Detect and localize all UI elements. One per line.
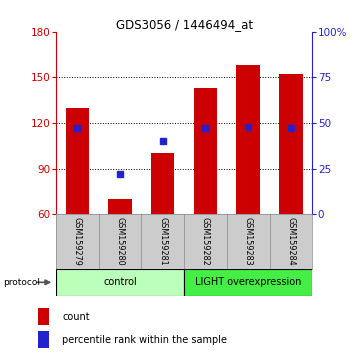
Text: GSM159279: GSM159279 [73, 217, 82, 266]
Bar [38, 308, 49, 325]
Bar [279, 74, 303, 214]
Text: GSM159281: GSM159281 [158, 217, 167, 266]
Text: protocol: protocol [4, 278, 40, 287]
Text: control: control [103, 277, 137, 287]
Bar [184, 269, 312, 296]
Text: LIGHT overexpression: LIGHT overexpression [195, 277, 301, 287]
Bar [56, 269, 184, 296]
Text: percentile rank within the sample: percentile rank within the sample [62, 335, 227, 345]
Title: GDS3056 / 1446494_at: GDS3056 / 1446494_at [116, 18, 253, 31]
Bar [108, 199, 132, 214]
Bar [236, 65, 260, 214]
Bar [151, 153, 174, 214]
Bar [194, 88, 217, 214]
Bar [38, 331, 49, 348]
Text: count: count [62, 312, 90, 321]
Text: GSM159284: GSM159284 [286, 217, 295, 266]
Text: GSM159280: GSM159280 [116, 217, 125, 266]
Text: GSM159282: GSM159282 [201, 217, 210, 266]
Text: GSM159283: GSM159283 [244, 217, 253, 266]
Bar [66, 108, 89, 214]
